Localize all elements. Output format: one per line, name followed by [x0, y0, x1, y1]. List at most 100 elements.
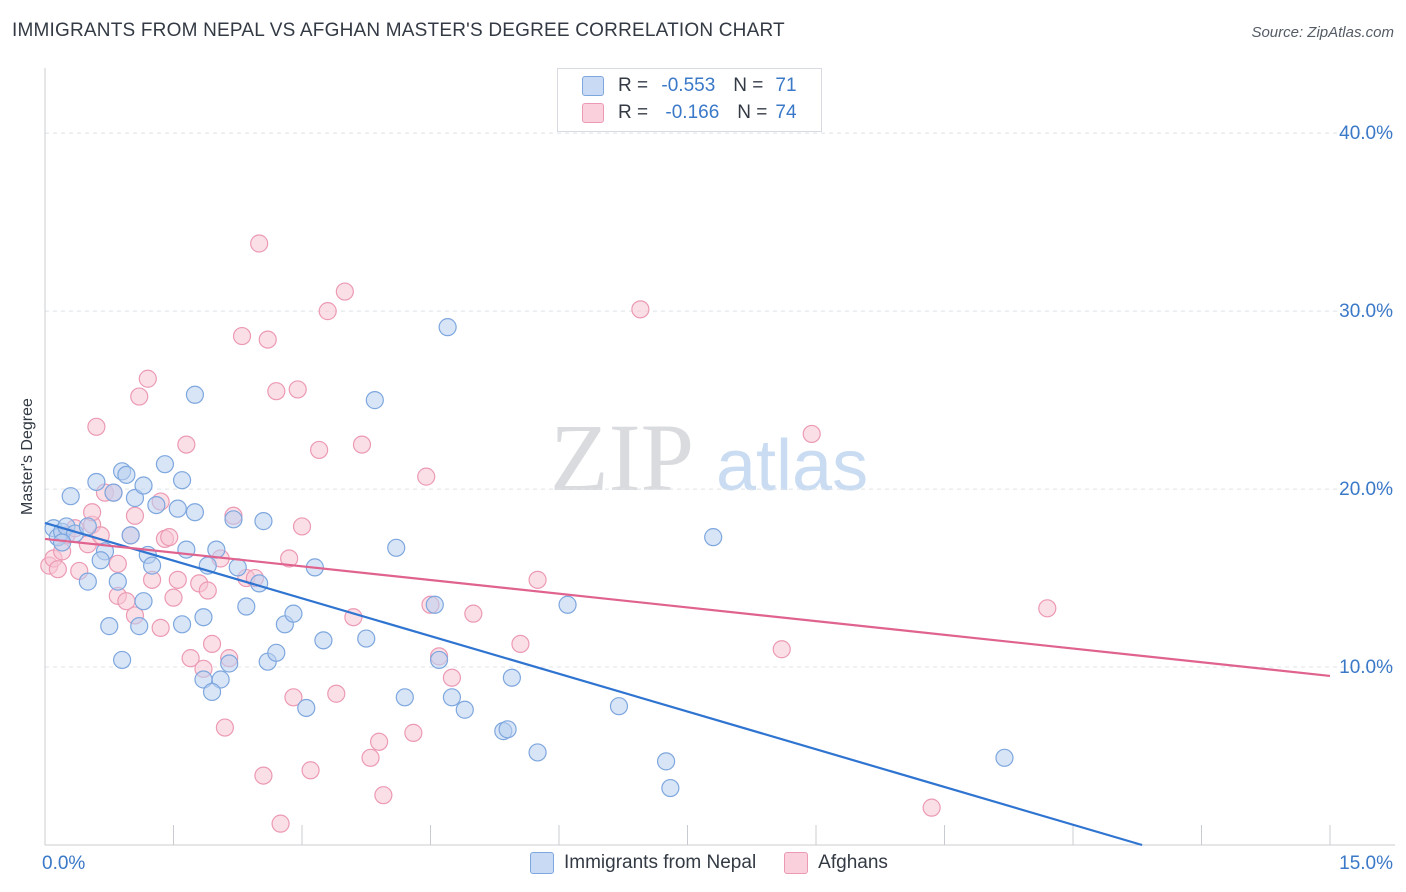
nepal-point: [100, 617, 119, 636]
afghan-point: [404, 723, 423, 742]
nepal-point: [237, 597, 256, 616]
nepal-point: [995, 748, 1014, 767]
n-value: 71: [775, 75, 797, 96]
nepal-point: [87, 472, 106, 492]
afghan-point: [254, 766, 273, 785]
afghan-point: [177, 435, 196, 454]
nepal-swatch: [582, 76, 604, 96]
watermark-zip: ZIP: [550, 404, 694, 511]
nepal-point: [528, 743, 547, 762]
nepal-point: [134, 592, 153, 611]
nepal-point: [168, 499, 187, 518]
x-tick-label: 0.0%: [42, 853, 85, 874]
nepal-point: [78, 517, 97, 536]
y-tick-label: 40.0%: [1339, 123, 1393, 144]
nepal-point: [502, 668, 521, 687]
afghan-point: [288, 380, 307, 399]
nepal-point: [104, 483, 123, 502]
nepal-point: [438, 318, 457, 337]
x-tick-label: 15.0%: [1339, 853, 1393, 874]
afghan-point: [417, 467, 436, 486]
afghan-point: [442, 668, 462, 687]
afghan-point: [267, 382, 286, 401]
nepal-point: [254, 512, 273, 531]
afghan-point: [335, 282, 354, 301]
correlation-legend: R = -0.553 N = 71 R = -0.166 N = 74: [557, 68, 822, 132]
afghan-point: [1038, 599, 1057, 618]
nepal-point: [134, 476, 153, 495]
nepal-point: [108, 572, 127, 591]
nepal-point: [429, 650, 449, 670]
nepal-point: [656, 752, 676, 771]
nepal-point: [498, 720, 517, 739]
nepal-point: [609, 697, 629, 716]
afghan-point: [511, 634, 530, 654]
afghan-point: [108, 554, 127, 573]
nepal-point: [425, 595, 444, 614]
nepal-point: [455, 700, 474, 719]
legend-item-afghans[interactable]: Afghans: [784, 852, 888, 874]
nepal-point: [194, 608, 213, 627]
afghan-point: [284, 688, 303, 707]
nepal-point: [661, 778, 680, 798]
nepal-point: [387, 538, 406, 557]
y-tick-label: 30.0%: [1339, 301, 1393, 322]
afghan-point: [202, 634, 222, 654]
afghan-point: [87, 417, 106, 436]
afghans-swatch: [784, 852, 809, 874]
nepal-point: [185, 503, 205, 522]
afghan-point: [215, 718, 234, 737]
nepal-point: [211, 670, 230, 689]
afghan-point: [528, 570, 547, 589]
legend-label-afghans: Afghans: [818, 852, 888, 873]
nepal-point: [147, 495, 166, 515]
nepal-point: [228, 558, 247, 577]
nepal-swatch: [530, 852, 554, 874]
legend-row-nepal: R = -0.553 N = 71: [582, 73, 797, 99]
nepal-point: [155, 455, 175, 474]
nepal-point: [130, 617, 149, 636]
nepal-point: [61, 487, 80, 506]
nepal-point: [704, 528, 723, 547]
nepal-point: [185, 385, 205, 404]
afghan-point: [327, 684, 346, 703]
n-label: N =: [737, 102, 768, 123]
nepal-point: [142, 556, 162, 575]
nepal-point: [267, 643, 286, 662]
nepal-point: [395, 688, 414, 707]
afghan-point: [464, 604, 483, 623]
afghan-point: [232, 326, 252, 346]
afghan-point: [631, 300, 650, 319]
afghan-point: [258, 330, 277, 349]
watermark-atlas: atlas: [716, 426, 868, 506]
afghan-point: [280, 549, 299, 568]
afghan-point: [922, 798, 941, 817]
afghan-point: [361, 748, 380, 767]
n-label: N =: [733, 75, 764, 96]
nepal-point: [558, 595, 577, 614]
nepal-point: [220, 654, 239, 673]
afghan-point: [802, 424, 821, 444]
afghans-swatch: [582, 103, 604, 123]
afghan-point: [292, 517, 312, 536]
afghan-point: [271, 814, 290, 833]
afghan-point: [301, 761, 320, 780]
nepal-point: [202, 682, 222, 702]
afghan-point: [318, 302, 337, 321]
nepal-point: [284, 604, 303, 623]
nepal-point: [78, 572, 97, 591]
r-value: -0.553: [661, 75, 716, 96]
afghan-point: [138, 369, 157, 388]
afghan-point: [772, 640, 791, 659]
afghan-point: [374, 786, 393, 805]
afghan-point: [310, 440, 329, 460]
nepal-point: [224, 510, 243, 529]
afghan-point: [48, 560, 67, 579]
nepal-point: [365, 391, 384, 410]
afghan-point: [168, 570, 187, 589]
afghan-point: [160, 528, 179, 547]
y-tick-label: 20.0%: [1339, 479, 1393, 500]
legend-label-nepal: Immigrants from Nepal: [564, 852, 757, 873]
source-attribution: Source: ZipAtlas.com: [1251, 24, 1394, 41]
legend-item-nepal[interactable]: Immigrants from Nepal: [530, 852, 756, 874]
